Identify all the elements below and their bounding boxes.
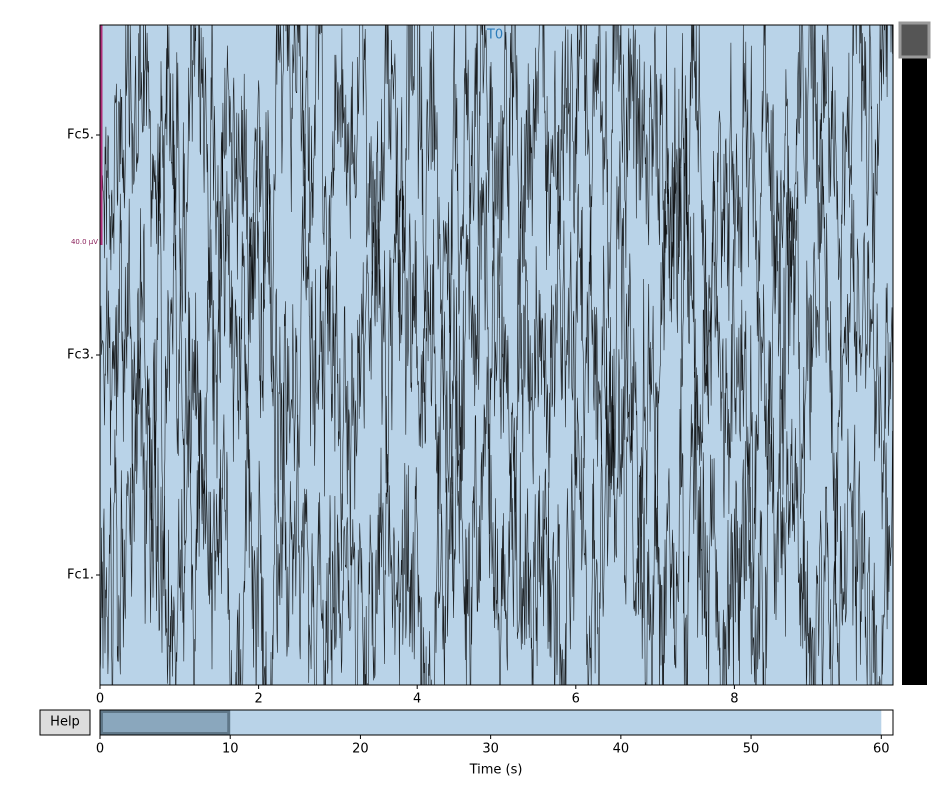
- eeg-trace: [100, 317, 893, 685]
- overview-frame: [99, 709, 894, 736]
- x-axis-label: Time (s): [469, 763, 523, 778]
- eeg-trace: [100, 75, 893, 609]
- x-tick-label: 4: [413, 692, 421, 707]
- x-tick-label: 30: [482, 742, 499, 757]
- eeg-trace: [100, 25, 893, 396]
- overview: 0 10 20 30 40 50 60: [96, 709, 894, 757]
- x-tick-label: 0: [96, 742, 104, 757]
- x-tick-label: 10: [222, 742, 239, 757]
- x-tick-label: 2: [254, 692, 262, 707]
- x-tick-label: 60: [873, 742, 890, 757]
- x-tick-label: 50: [743, 742, 760, 757]
- channel-label: Fc5.: [67, 128, 94, 143]
- scrollbar-handle[interactable]: [898, 21, 931, 59]
- help-label[interactable]: Help: [50, 715, 80, 730]
- traces: [100, 25, 893, 685]
- annotation-label: T0: [486, 28, 503, 43]
- view-window: [100, 710, 231, 735]
- channel-scrollbar[interactable]: [902, 25, 927, 685]
- x-tick-label: 20: [352, 742, 369, 757]
- x-tick-label: 40: [613, 742, 630, 757]
- x-tick-label: 0: [96, 692, 104, 707]
- x-tick-label: 8: [730, 692, 738, 707]
- channel-label: Fc1.: [67, 568, 94, 583]
- scale-label: 40.0 µV: [71, 238, 98, 246]
- x-tick-label: 6: [572, 692, 580, 707]
- channel-label: Fc3.: [67, 348, 94, 363]
- help-button[interactable]: [39, 709, 91, 736]
